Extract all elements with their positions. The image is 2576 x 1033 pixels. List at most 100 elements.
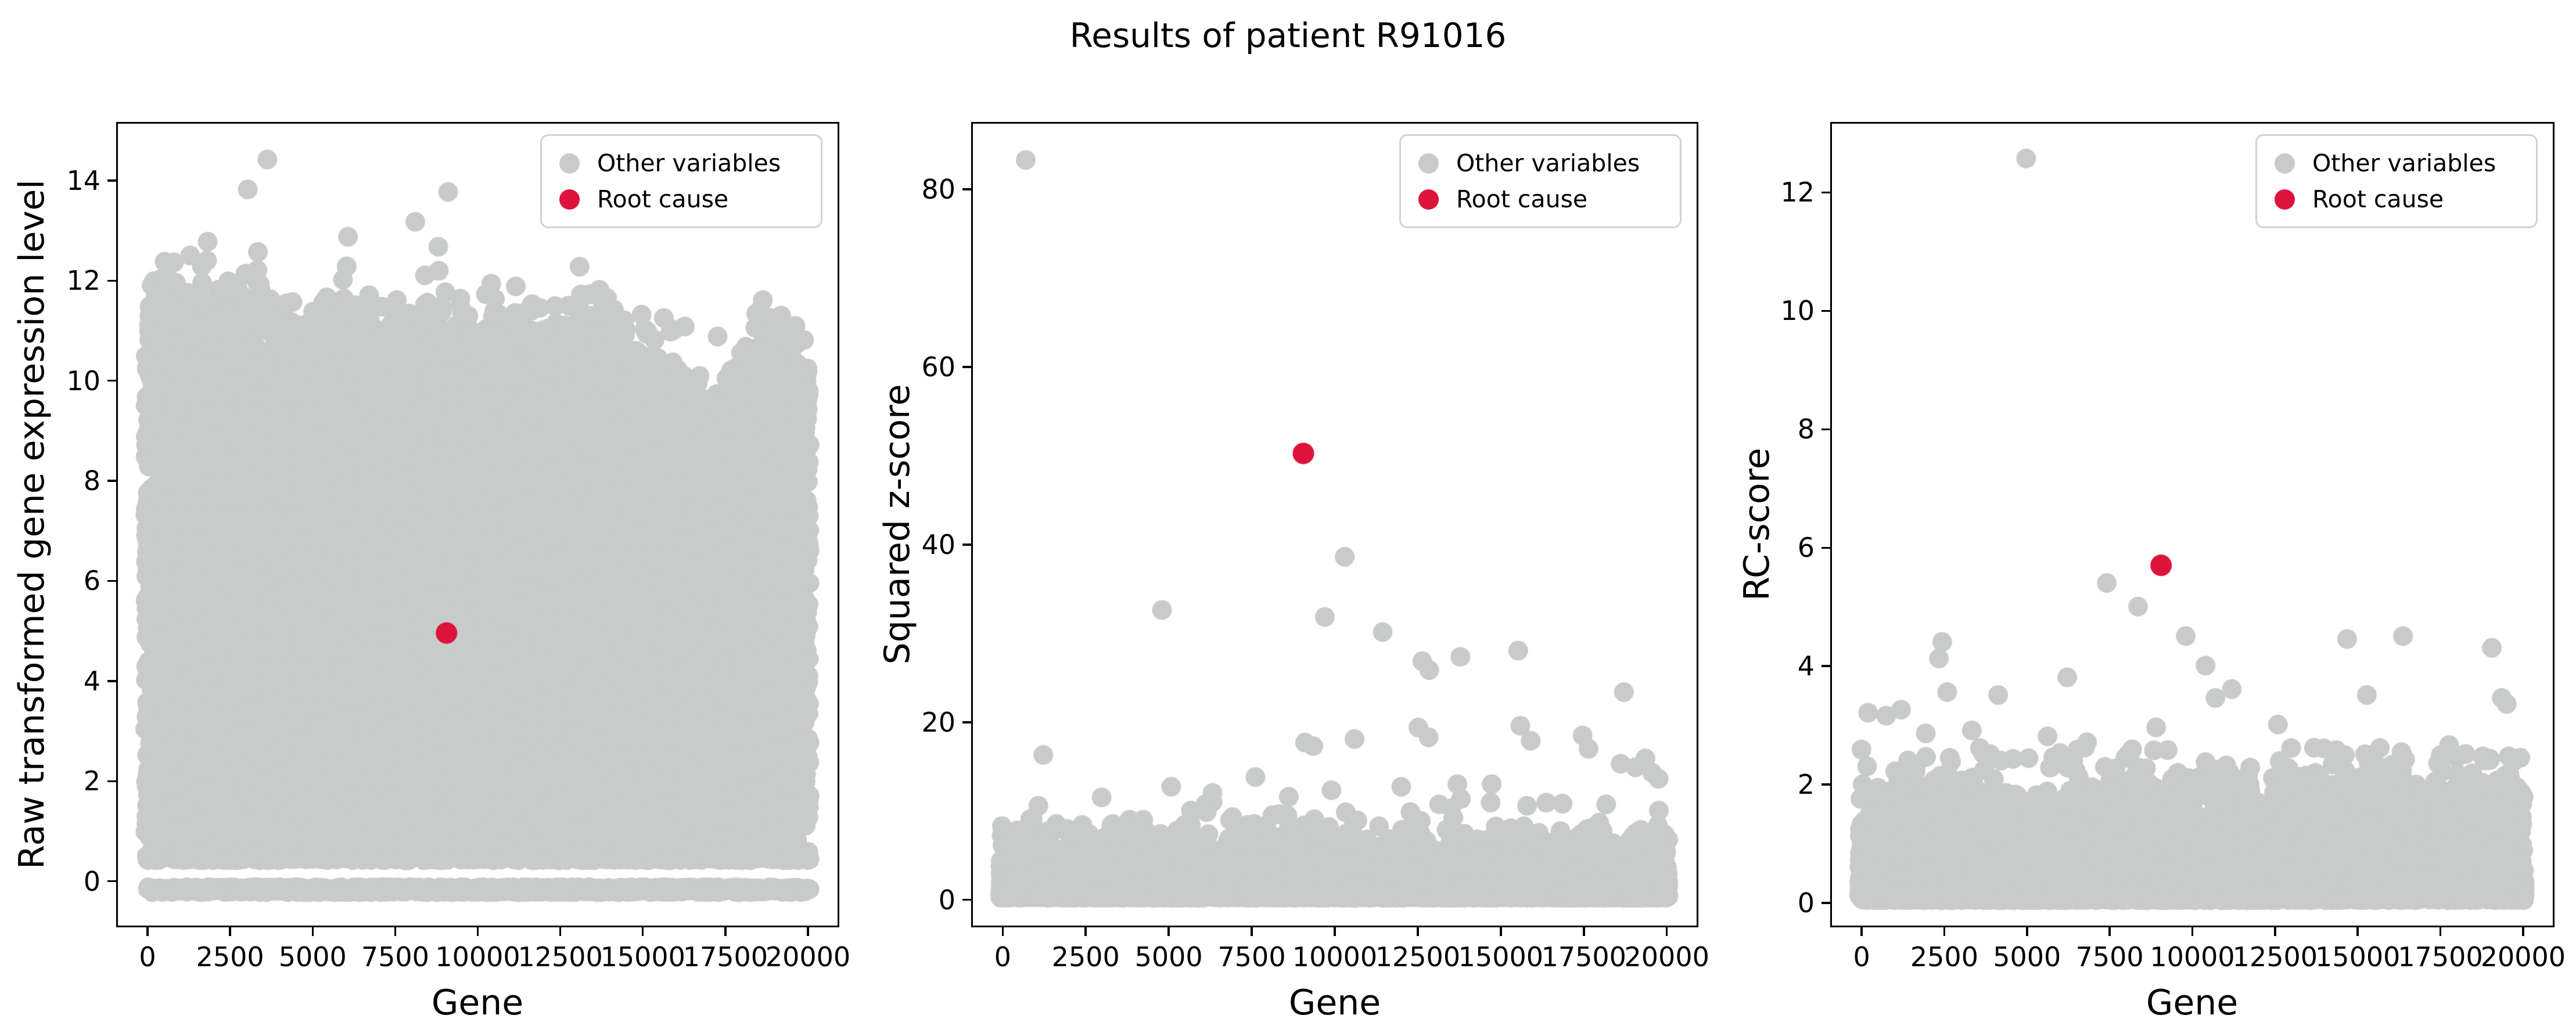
y-tick-label: 6 <box>83 565 100 597</box>
y-tick-mark <box>107 279 116 282</box>
x-tick-label: 7500 <box>361 941 429 973</box>
scatter-points-canvas <box>1832 124 2553 926</box>
legend-root-marker-icon <box>559 189 580 210</box>
legend-root-marker-icon <box>2275 189 2295 210</box>
x-tick-label: 15000 <box>600 941 685 973</box>
x-tick-mark <box>311 927 314 936</box>
x-tick-label: 10000 <box>2150 941 2235 973</box>
legend-row-other: Other variables <box>1418 145 1680 181</box>
y-axis-label-expression: Raw transformed gene expression level <box>12 179 52 869</box>
y-tick-label: 4 <box>1797 650 1815 682</box>
y-tick-label: 60 <box>921 351 955 383</box>
x-tick-mark <box>1001 927 1004 936</box>
x-tick-label: 20000 <box>765 941 851 973</box>
legend: Other variables Root cause <box>540 134 822 228</box>
scatter-points-canvas <box>118 124 838 926</box>
y-tick-mark <box>1821 546 1830 549</box>
x-tick-label: 20000 <box>1624 941 1709 973</box>
legend-root-label: Root cause <box>597 185 729 213</box>
x-tick-label: 10000 <box>435 941 520 973</box>
legend-other-label: Other variables <box>2312 149 2496 177</box>
y-axis-label-rc-score: RC-score <box>1737 448 1777 601</box>
y-tick-mark <box>107 580 116 582</box>
x-tick-mark <box>2522 927 2524 936</box>
x-tick-mark <box>2356 927 2359 936</box>
y-tick-label: 40 <box>921 528 955 560</box>
legend-root-label: Root cause <box>2312 185 2444 213</box>
x-tick-label: 12500 <box>1375 941 1461 973</box>
x-tick-label: 5000 <box>278 941 347 973</box>
x-tick-label: 7500 <box>1217 941 1286 973</box>
legend-row-other: Other variables <box>559 145 821 181</box>
x-tick-label: 0 <box>994 941 1011 973</box>
legend-other-marker-icon <box>559 153 580 174</box>
x-tick-mark <box>394 927 397 936</box>
x-tick-label: 17500 <box>1541 941 1626 973</box>
x-tick-mark <box>807 927 809 936</box>
x-tick-mark <box>1943 927 1946 936</box>
y-tick-mark <box>1821 902 1830 904</box>
y-tick-mark <box>962 544 971 546</box>
y-tick-mark <box>962 188 971 190</box>
x-tick-label: 17500 <box>682 941 768 973</box>
y-tick-label: 0 <box>938 884 955 916</box>
x-tick-label: 2500 <box>1910 941 1978 973</box>
x-tick-label: 5000 <box>1134 941 1203 973</box>
y-tick-mark <box>1821 665 1830 667</box>
x-tick-mark <box>1583 927 1585 936</box>
legend-other-label: Other variables <box>597 149 781 177</box>
x-tick-label: 12500 <box>2232 941 2318 973</box>
x-tick-mark <box>559 927 562 936</box>
y-tick-mark <box>107 379 116 382</box>
y-tick-mark <box>962 721 971 724</box>
x-tick-label: 15000 <box>1458 941 1544 973</box>
y-tick-mark <box>107 480 116 482</box>
y-tick-label: 10 <box>1780 295 1815 327</box>
y-axis-label-squared-z: Squared z-score <box>877 384 918 665</box>
x-tick-mark <box>641 927 644 936</box>
y-tick-label: 10 <box>66 365 100 397</box>
x-tick-mark <box>724 927 727 936</box>
legend-root-label: Root cause <box>1456 185 1588 213</box>
x-axis-label: Gene <box>2146 982 2239 1023</box>
x-tick-mark <box>476 927 479 936</box>
y-tick-mark <box>1821 309 1830 312</box>
x-tick-mark <box>1167 927 1170 936</box>
y-tick-label: 6 <box>1797 532 1815 564</box>
y-tick-mark <box>107 780 116 783</box>
x-axis-label: Gene <box>1288 982 1381 1023</box>
x-tick-label: 5000 <box>1993 941 2061 973</box>
x-tick-mark <box>1665 927 1668 936</box>
figure-title: Results of patient R91016 <box>1069 16 1507 55</box>
legend-other-label: Other variables <box>1456 149 1640 177</box>
legend: Other variables Root cause <box>1399 134 1682 228</box>
x-tick-mark <box>2108 927 2111 936</box>
x-tick-label: 20000 <box>2480 941 2566 973</box>
subplot-squared-z-axes-box: Other variables Root cause <box>971 122 1698 927</box>
y-tick-label: 80 <box>921 174 955 206</box>
x-axis-label: Gene <box>431 982 524 1023</box>
x-tick-mark <box>2191 927 2194 936</box>
scatter-points-canvas <box>973 124 1697 926</box>
legend-row-other: Other variables <box>2275 145 2536 181</box>
x-tick-mark <box>1417 927 1419 936</box>
x-tick-mark <box>2439 927 2442 936</box>
y-tick-label: 12 <box>1780 177 1815 208</box>
x-tick-label: 10000 <box>1292 941 1378 973</box>
legend-root-marker-icon <box>1418 189 1439 210</box>
legend-other-marker-icon <box>2275 153 2295 174</box>
legend-row-root: Root cause <box>1418 181 1680 217</box>
y-tick-label: 8 <box>83 465 100 497</box>
x-tick-mark <box>1334 927 1336 936</box>
y-tick-mark <box>1821 191 1830 194</box>
legend: Other variables Root cause <box>2255 134 2538 228</box>
y-tick-label: 4 <box>83 665 100 697</box>
x-tick-mark <box>1084 927 1087 936</box>
x-tick-label: 0 <box>1853 941 1870 973</box>
x-tick-label: 15000 <box>2315 941 2401 973</box>
x-tick-label: 12500 <box>518 941 603 973</box>
x-tick-mark <box>2274 927 2276 936</box>
y-tick-label: 12 <box>66 265 100 297</box>
x-tick-label: 2500 <box>196 941 264 973</box>
